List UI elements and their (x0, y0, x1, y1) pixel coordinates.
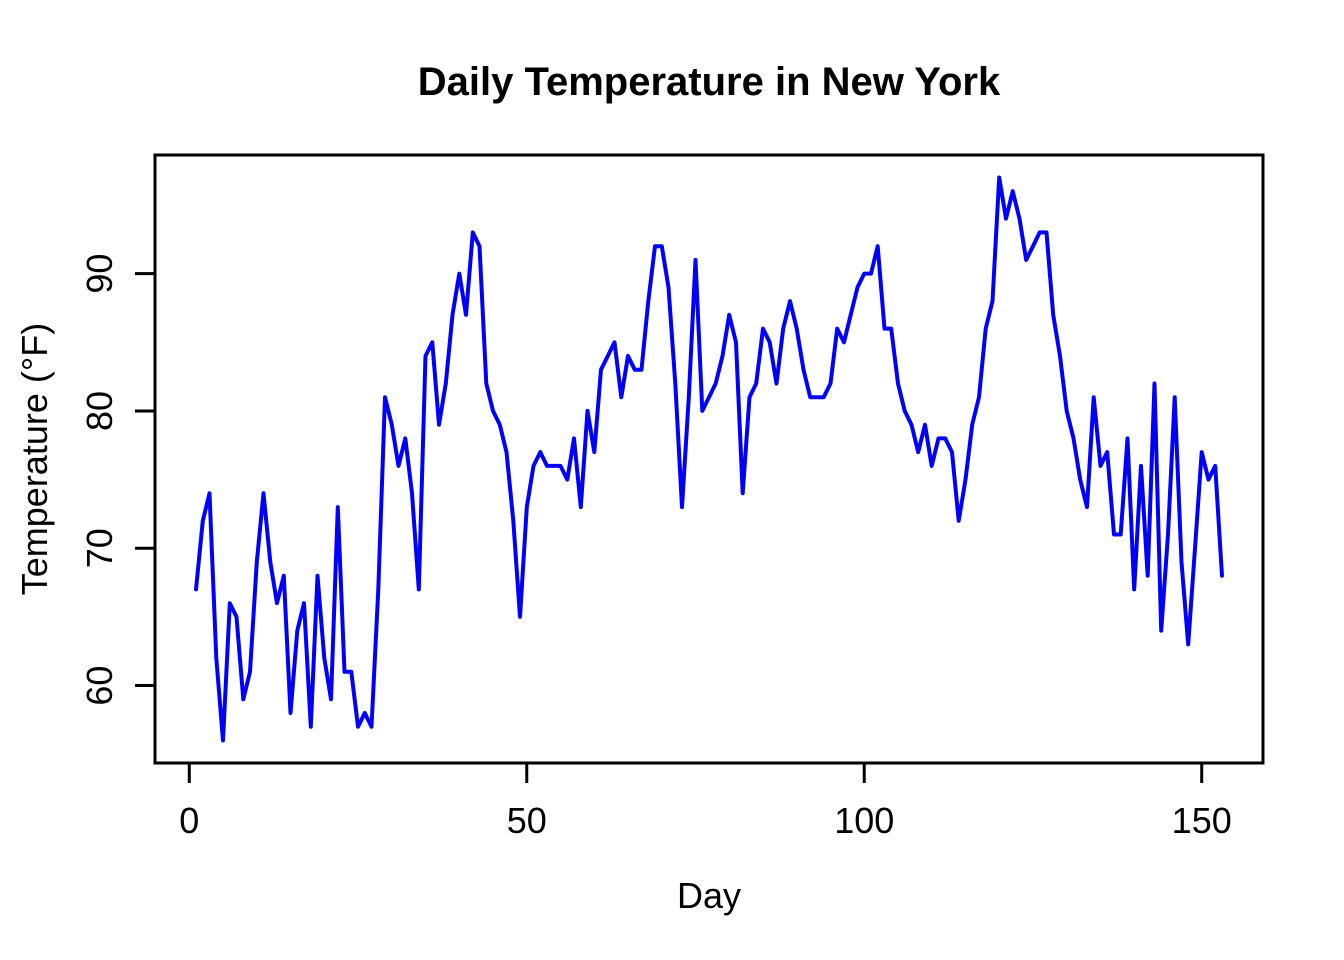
plot-border (153, 153, 1265, 765)
y-axis: 60 70 80 90 (79, 254, 155, 706)
chart-title: Daily Temperature in New York (418, 60, 1001, 104)
x-tick-label: 100 (834, 800, 894, 841)
y-tick-label: 80 (79, 391, 120, 431)
x-tick-label: 150 (1172, 800, 1232, 841)
x-axis: 0 50 100 150 (179, 763, 1232, 841)
x-tick-label: 0 (179, 800, 199, 841)
temperature-series-line (194, 175, 1224, 743)
x-tick-label: 50 (507, 800, 547, 841)
x-axis-label: Day (677, 875, 741, 916)
y-tick-label: 70 (79, 528, 120, 568)
y-tick-label: 90 (79, 254, 120, 294)
y-axis-label: Temperature (°F) (14, 323, 55, 595)
y-tick-label: 60 (79, 666, 120, 706)
